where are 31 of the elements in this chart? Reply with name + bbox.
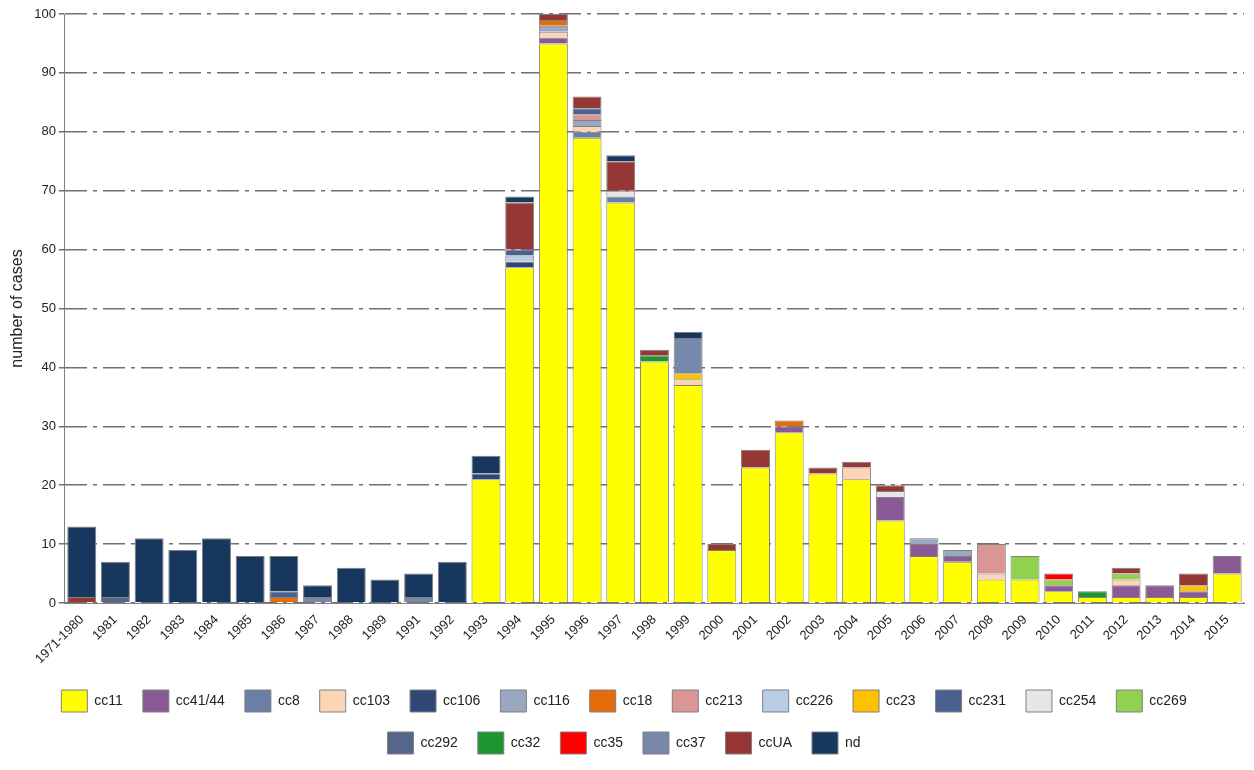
legend-label: cc103 <box>352 691 391 708</box>
y-tick-label: 80 <box>41 123 56 139</box>
legend-label: cc269 <box>1149 691 1187 708</box>
y-tick-label: 60 <box>41 241 56 257</box>
legend-label: cc35 <box>593 733 624 750</box>
y-tick-label: 100 <box>34 5 56 21</box>
legend-label: nd <box>844 733 861 750</box>
legend-label: cc231 <box>968 691 1007 708</box>
y-tick-label: 0 <box>48 594 56 610</box>
y-tick-label: 90 <box>41 64 56 80</box>
legend-label: cc11 <box>94 691 124 708</box>
legend-label: ccUA <box>758 733 793 750</box>
legend-label: cc32 <box>510 733 541 750</box>
legend-label: cc18 <box>622 691 653 708</box>
legend-label: cc37 <box>675 733 706 750</box>
y-tick-label: 50 <box>41 300 56 316</box>
legend-label: cc106 <box>443 691 481 708</box>
legend-label: cc116 <box>533 691 570 708</box>
legend-label: cc254 <box>1058 691 1097 708</box>
legend-label: cc292 <box>420 733 459 750</box>
y-axis-title: number of cases <box>8 249 26 368</box>
legend-label: cc213 <box>705 691 743 708</box>
legend-label: cc8 <box>277 691 300 708</box>
legend-label: cc41/44 <box>175 691 226 708</box>
legend-label: cc226 <box>795 691 834 708</box>
y-tick-label: 10 <box>41 535 56 551</box>
y-tick-label: 70 <box>41 182 56 198</box>
y-tick-label: 40 <box>41 358 56 374</box>
y-tick-label: 30 <box>41 417 56 433</box>
legend-label: cc23 <box>886 691 916 708</box>
y-tick-label: 20 <box>41 476 56 492</box>
